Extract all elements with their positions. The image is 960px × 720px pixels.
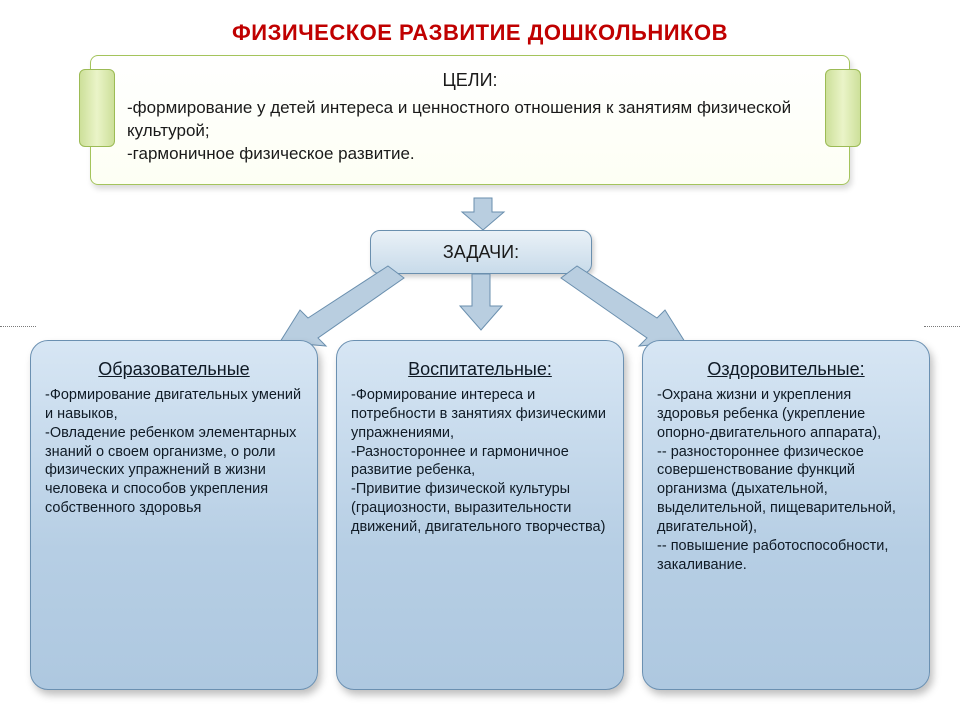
card-body: Охрана жизни и укрепления здоровья ребен… bbox=[657, 386, 915, 574]
scroll-curl-right-icon bbox=[825, 69, 861, 148]
card-body: Формирование интереса и потребности в за… bbox=[351, 386, 609, 537]
card-item: Формирование двигательных умений и навык… bbox=[45, 386, 303, 424]
card-item: Овладение ребенком элементарных знаний о… bbox=[45, 424, 303, 518]
page-title: ФИЗИЧЕСКОЕ РАЗВИТИЕ ДОШКОЛЬНИКОВ bbox=[0, 20, 960, 46]
card-heading: Образовательные bbox=[45, 359, 303, 380]
card-educational: Образовательные Формирование двигательны… bbox=[30, 340, 318, 690]
card-item: Разностороннее и гармоничное развитие ре… bbox=[351, 443, 609, 481]
dotline bbox=[0, 326, 36, 328]
goals-panel: ЦЕЛИ: формирование у детей интереса и це… bbox=[90, 55, 850, 185]
arrow-mid-icon bbox=[458, 272, 504, 337]
card-body: Формирование двигательных умений и навык… bbox=[45, 386, 303, 518]
goals-item: формирование у детей интереса и ценностн… bbox=[127, 97, 813, 143]
card-item: Формирование интереса и потребности в за… bbox=[351, 386, 609, 443]
dotline bbox=[924, 326, 960, 328]
scroll-curl-left-icon bbox=[79, 69, 115, 148]
goals-scroll: ЦЕЛИ: формирование у детей интереса и це… bbox=[90, 55, 850, 185]
cards-row: Образовательные Формирование двигательны… bbox=[30, 340, 930, 690]
card-upbringing: Воспитательные: Формирование интереса и … bbox=[336, 340, 624, 690]
card-item: - разностороннее физическое совершенство… bbox=[657, 443, 915, 537]
card-item: Привитие физической культуры (грациознос… bbox=[351, 480, 609, 537]
card-item: - повышение работоспособности, закаливан… bbox=[657, 537, 915, 575]
tasks-label: ЗАДАЧИ: bbox=[443, 242, 519, 263]
card-heading: Воспитательные: bbox=[351, 359, 609, 380]
goals-body: формирование у детей интереса и ценностн… bbox=[127, 97, 813, 166]
tasks-box: ЗАДАЧИ: bbox=[370, 230, 592, 274]
diagram-root: ФИЗИЧЕСКОЕ РАЗВИТИЕ ДОШКОЛЬНИКОВ ЦЕЛИ: ф… bbox=[0, 0, 960, 720]
card-heading: Оздоровительные: bbox=[657, 359, 915, 380]
goals-heading: ЦЕЛИ: bbox=[127, 70, 813, 91]
card-health: Оздоровительные: Охрана жизни и укреплен… bbox=[642, 340, 930, 690]
goals-item: гармоничное физическое развитие. bbox=[127, 143, 813, 166]
card-item: Охрана жизни и укрепления здоровья ребен… bbox=[657, 386, 915, 443]
